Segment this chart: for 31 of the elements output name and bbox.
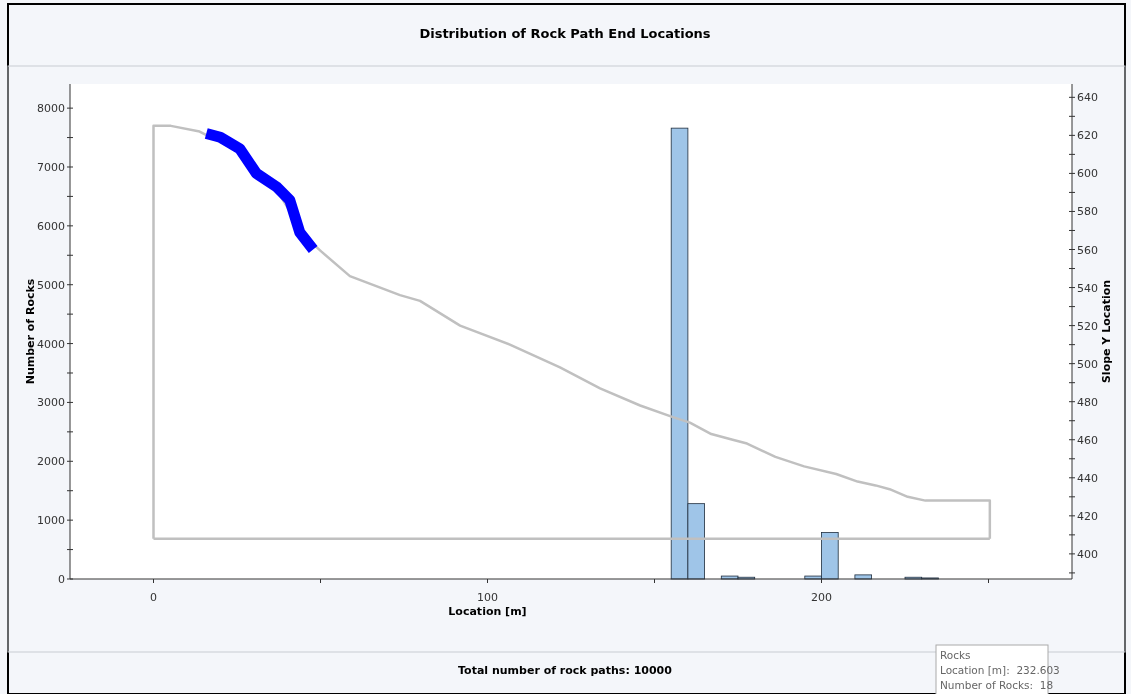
y2-axis-title: Slope Y Location	[1100, 279, 1113, 384]
y-tick-label: 2000	[37, 455, 65, 469]
y-tick-label: 6000	[37, 219, 65, 233]
y2-tick-label: 440	[1077, 471, 1098, 485]
y2-tick-label: 420	[1077, 509, 1098, 523]
y-tick-label: 8000	[37, 102, 65, 116]
y2-tick-label: 620	[1077, 129, 1098, 143]
y-tick-label: 1000	[37, 514, 65, 528]
y2-tick-label: 460	[1077, 433, 1098, 447]
y2-tick-label: 560	[1077, 243, 1098, 257]
y2-tick-label: 640	[1077, 91, 1098, 105]
y-axis-title: Number of Rocks	[24, 278, 37, 385]
y2-tick-label: 500	[1077, 357, 1098, 371]
x-tick-label: 200	[811, 591, 832, 604]
y2-tick-label: 580	[1077, 205, 1098, 219]
y2-tick-label: 480	[1077, 395, 1098, 409]
text: Total number of rock paths: 10000	[458, 664, 673, 677]
y-tick-label: 7000	[37, 160, 65, 174]
text: Rocks Location [m]: 232.603 Number of Rocks: 18	[940, 649, 1060, 691]
y2-tick-label: 600	[1077, 167, 1098, 181]
y2-tick-label: 520	[1077, 319, 1098, 333]
x-axis-title: Location [m]	[448, 605, 527, 618]
y-tick-label: 4000	[37, 337, 65, 351]
y2-tick-label: 540	[1077, 281, 1098, 295]
y-tick-label: 0	[58, 573, 65, 586]
y-tick-label: 5000	[37, 278, 65, 292]
y2-tick-label: 400	[1077, 547, 1098, 561]
x-tick-label: 0	[150, 591, 157, 604]
y-tick-label: 3000	[37, 396, 65, 410]
x-tick-label: 100	[477, 591, 498, 604]
chart-title: Distribution of Rock Path End Locations	[419, 26, 711, 41]
